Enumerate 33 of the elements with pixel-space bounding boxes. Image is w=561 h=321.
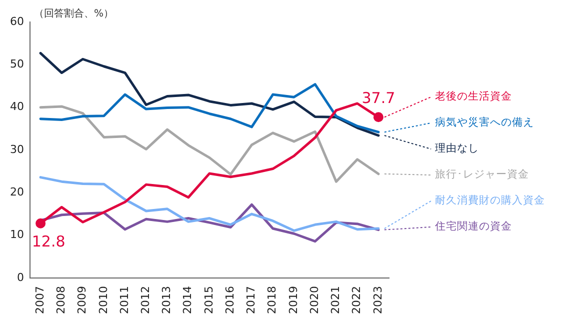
text: 耐久消費財の購入資金 <box>435 194 545 207</box>
y-tick-label: 20 <box>10 186 24 199</box>
x-tick-label: 2013 <box>160 286 174 314</box>
y-tick-label: 40 <box>10 100 24 114</box>
legend-label: 病気や災害への備え <box>435 116 534 129</box>
x-tick-label: 2017 <box>244 286 258 314</box>
x-tick-label: 2016 <box>223 286 236 314</box>
legend-label: 旅行･レジャー資金 <box>435 168 529 181</box>
text: 老後の生活資金 <box>435 90 512 103</box>
y-tick-label: 60 <box>10 14 24 28</box>
x-tick-label: 2018 <box>266 286 279 314</box>
x-tick-label: 2023 <box>371 286 384 314</box>
x-tick-label: 2010 <box>96 286 110 314</box>
y-axis-title: （回答割合、%） <box>34 8 114 20</box>
x-tick-label: 2020 <box>308 286 321 314</box>
x-tick-label: 2021 <box>329 286 342 314</box>
y-tick-label: 10 <box>10 228 24 242</box>
x-tick-label: 2012 <box>139 286 152 314</box>
data-label: 37.7 <box>362 89 396 108</box>
x-tick-label: 2008 <box>54 286 68 314</box>
y-tick-label: 50 <box>10 58 24 71</box>
y-tick-label: 30 <box>10 142 24 156</box>
x-tick-label: 2011 <box>118 286 131 314</box>
x-tick-label: 2015 <box>202 286 216 314</box>
x-tick-label: 2014 <box>181 286 194 314</box>
legend-label: 住宅関連の資金 <box>435 220 512 233</box>
y-tick-label: 0 <box>16 270 24 284</box>
legend-label: 理由なし <box>435 142 479 155</box>
x-tick-label: 2007 <box>33 286 46 314</box>
x-tick-label: 2019 <box>286 286 300 314</box>
x-tick-label: 2022 <box>350 286 364 314</box>
data-label: 12.8 <box>32 232 66 250</box>
x-tick-label: 2009 <box>76 286 89 314</box>
